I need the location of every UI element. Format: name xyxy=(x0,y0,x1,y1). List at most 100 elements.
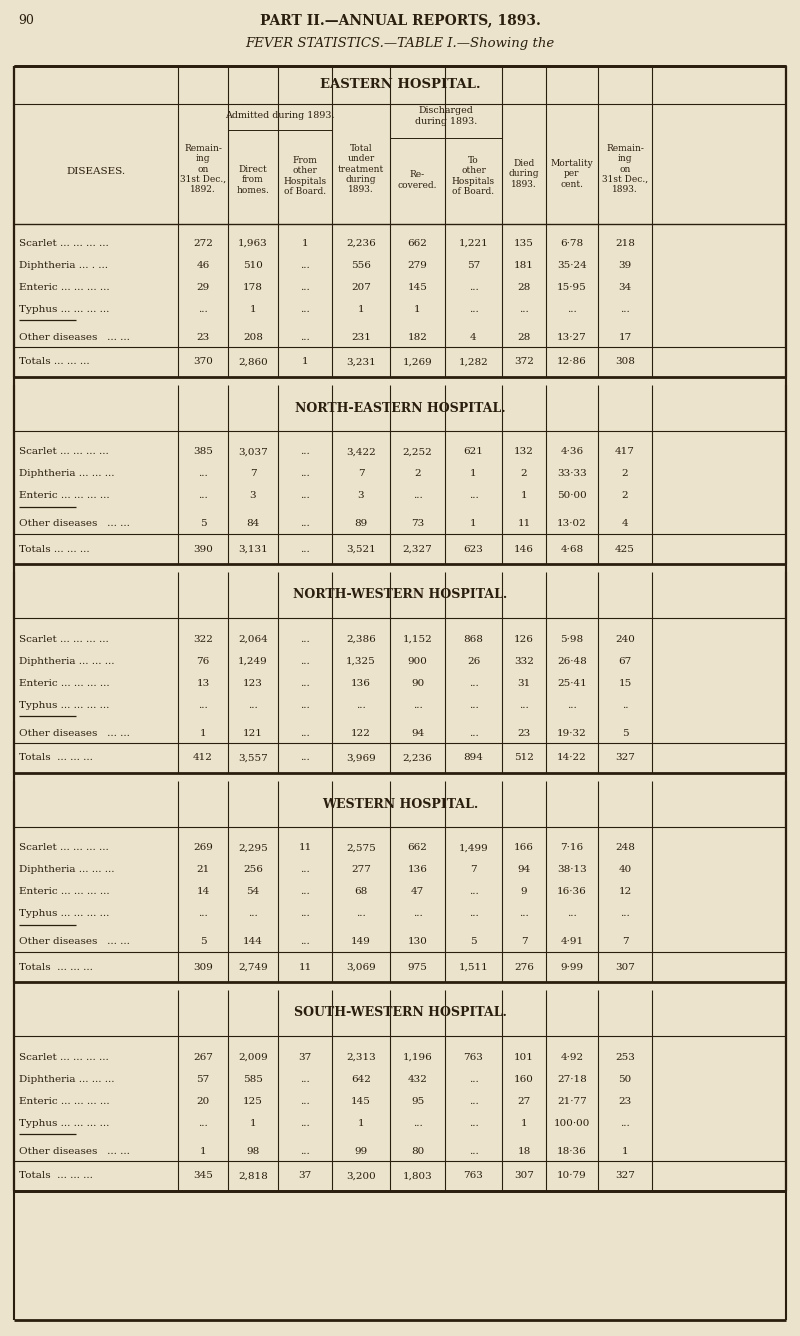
Text: ...: ... xyxy=(198,910,208,919)
Text: 149: 149 xyxy=(351,938,371,946)
Text: Other diseases   ... ...: Other diseases ... ... xyxy=(19,938,130,946)
Text: ...: ... xyxy=(300,448,310,457)
Text: 3,069: 3,069 xyxy=(346,962,376,971)
Text: NORTH-EASTERN HOSPITAL.: NORTH-EASTERN HOSPITAL. xyxy=(294,402,506,414)
Text: 7: 7 xyxy=(521,938,527,946)
Text: 19·32: 19·32 xyxy=(557,728,587,737)
Text: 18·36: 18·36 xyxy=(557,1146,587,1156)
Text: 267: 267 xyxy=(193,1053,213,1062)
Text: 2,327: 2,327 xyxy=(402,545,432,553)
Text: 2,749: 2,749 xyxy=(238,962,268,971)
Text: 1,221: 1,221 xyxy=(458,239,488,247)
Text: 11: 11 xyxy=(298,843,312,852)
Text: 1,196: 1,196 xyxy=(402,1053,432,1062)
Text: ...: ... xyxy=(413,1118,422,1128)
Text: 6·78: 6·78 xyxy=(561,239,583,247)
Text: 432: 432 xyxy=(407,1074,427,1083)
Text: ...: ... xyxy=(519,305,529,314)
Text: Diphtheria ... ... ...: Diphtheria ... ... ... xyxy=(19,469,114,478)
Text: FEVER STATISTICS.—TABLE I.—Showing the: FEVER STATISTICS.—TABLE I.—Showing the xyxy=(246,37,554,51)
Text: 99: 99 xyxy=(354,1146,368,1156)
Text: Totals  ... ... ...: Totals ... ... ... xyxy=(19,754,93,763)
Text: 307: 307 xyxy=(615,962,635,971)
Text: ...: ... xyxy=(413,492,422,501)
Text: ...: ... xyxy=(300,282,310,291)
Text: Totals ... ... ...: Totals ... ... ... xyxy=(19,358,90,366)
Text: 1,152: 1,152 xyxy=(402,635,432,644)
Text: ...: ... xyxy=(198,1118,208,1128)
Text: 13·02: 13·02 xyxy=(557,520,587,529)
Text: 39: 39 xyxy=(618,261,632,270)
Text: 309: 309 xyxy=(193,962,213,971)
Text: 4·36: 4·36 xyxy=(561,448,583,457)
Text: 15·95: 15·95 xyxy=(557,282,587,291)
Text: ...: ... xyxy=(469,728,478,737)
Text: 208: 208 xyxy=(243,333,263,342)
Text: Remain-
ing
on
31st Dec.,
1892.: Remain- ing on 31st Dec., 1892. xyxy=(180,144,226,194)
Text: Enteric ... ... ... ...: Enteric ... ... ... ... xyxy=(19,679,110,688)
Text: 272: 272 xyxy=(193,239,213,247)
Text: 763: 763 xyxy=(463,1172,483,1181)
Text: ...: ... xyxy=(567,700,577,709)
Text: 46: 46 xyxy=(196,261,210,270)
Text: 3,231: 3,231 xyxy=(346,358,376,366)
Text: 26: 26 xyxy=(467,656,480,665)
Text: 37: 37 xyxy=(298,1053,312,1062)
Text: 95: 95 xyxy=(411,1097,424,1105)
Text: 322: 322 xyxy=(193,635,213,644)
Text: EASTERN HOSPITAL.: EASTERN HOSPITAL. xyxy=(320,79,480,91)
Text: 277: 277 xyxy=(351,866,371,875)
Text: 642: 642 xyxy=(351,1074,371,1083)
Text: Scarlet ... ... ... ...: Scarlet ... ... ... ... xyxy=(19,843,109,852)
Text: ...: ... xyxy=(620,305,630,314)
Text: 57: 57 xyxy=(196,1074,210,1083)
Text: Admitted during 1893.: Admitted during 1893. xyxy=(226,111,334,120)
Text: 385: 385 xyxy=(193,448,213,457)
Text: ...: ... xyxy=(300,1146,310,1156)
Text: 370: 370 xyxy=(193,358,213,366)
Text: 126: 126 xyxy=(514,635,534,644)
Text: 136: 136 xyxy=(351,679,371,688)
Text: 135: 135 xyxy=(514,239,534,247)
Text: ...: ... xyxy=(300,1118,310,1128)
Text: 2,009: 2,009 xyxy=(238,1053,268,1062)
Text: 2,236: 2,236 xyxy=(346,239,376,247)
Text: 132: 132 xyxy=(514,448,534,457)
Text: ...: ... xyxy=(356,700,366,709)
Text: Typhus ... ... ... ...: Typhus ... ... ... ... xyxy=(19,305,110,314)
Text: ...: ... xyxy=(356,910,366,919)
Text: ...: ... xyxy=(519,700,529,709)
Text: 15: 15 xyxy=(618,679,632,688)
Text: 31: 31 xyxy=(518,679,530,688)
Text: 1,282: 1,282 xyxy=(458,358,488,366)
Text: 512: 512 xyxy=(514,754,534,763)
Text: ...: ... xyxy=(300,545,310,553)
Text: 327: 327 xyxy=(615,754,635,763)
Text: 2,575: 2,575 xyxy=(346,843,376,852)
Text: 4·91: 4·91 xyxy=(561,938,583,946)
Text: Direct
from
homes.: Direct from homes. xyxy=(237,166,270,195)
Text: Enteric ... ... ... ...: Enteric ... ... ... ... xyxy=(19,282,110,291)
Text: 3,037: 3,037 xyxy=(238,448,268,457)
Text: 412: 412 xyxy=(193,754,213,763)
Text: 25·41: 25·41 xyxy=(557,679,587,688)
Text: 975: 975 xyxy=(407,962,427,971)
Text: 94: 94 xyxy=(518,866,530,875)
Text: 136: 136 xyxy=(407,866,427,875)
Text: 35·24: 35·24 xyxy=(557,261,587,270)
Text: ...: ... xyxy=(300,305,310,314)
Text: 11: 11 xyxy=(298,962,312,971)
Text: 5: 5 xyxy=(622,728,628,737)
Text: 1,963: 1,963 xyxy=(238,239,268,247)
Text: Typhus ... ... ... ...: Typhus ... ... ... ... xyxy=(19,910,110,919)
Text: ...: ... xyxy=(198,700,208,709)
Text: 145: 145 xyxy=(407,282,427,291)
Text: ...: ... xyxy=(469,1118,478,1128)
Text: 146: 146 xyxy=(514,545,534,553)
Text: Scarlet ... ... ... ...: Scarlet ... ... ... ... xyxy=(19,239,109,247)
Text: Died
during
1893.: Died during 1893. xyxy=(509,159,539,188)
Text: 2: 2 xyxy=(622,469,628,478)
Text: ...: ... xyxy=(300,866,310,875)
Text: 33·33: 33·33 xyxy=(557,469,587,478)
Text: ...: ... xyxy=(300,728,310,737)
